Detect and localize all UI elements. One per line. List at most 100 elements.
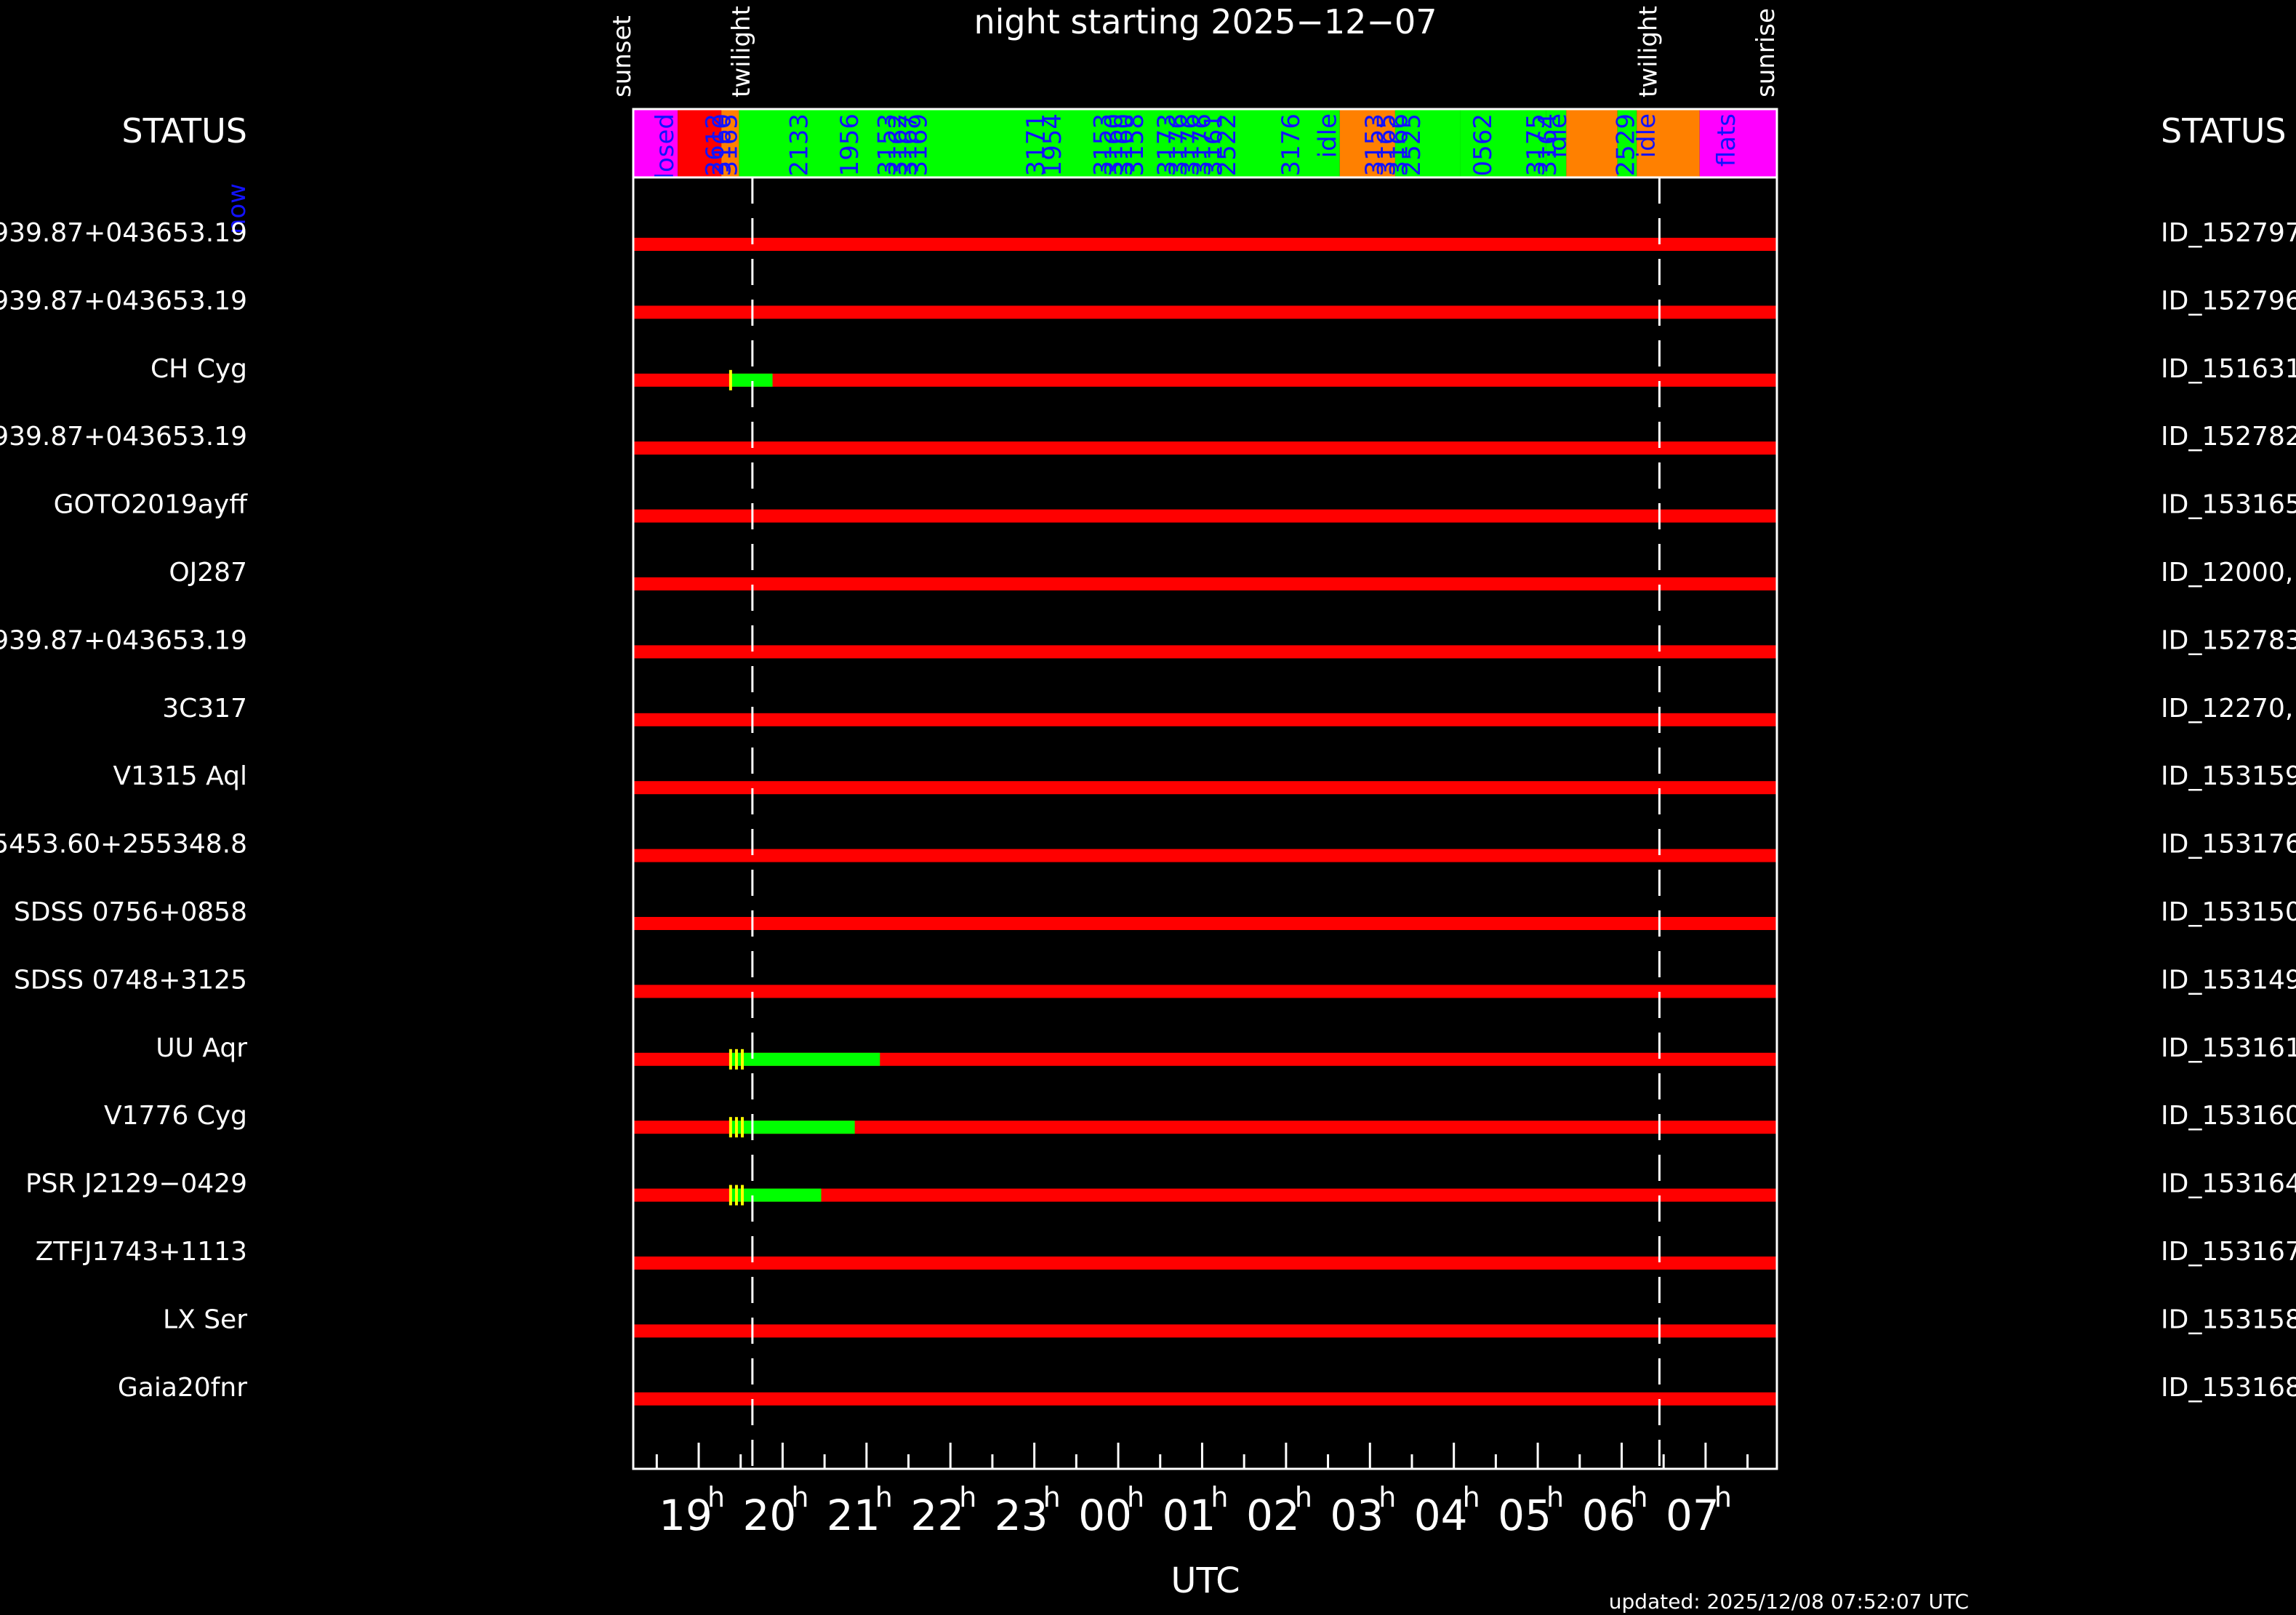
status-segment-idle xyxy=(721,109,739,177)
status-text-label: 53176 xyxy=(1164,113,1193,192)
status-text-label: 11954 xyxy=(1038,113,1067,192)
target-name-label: PSR J2129−0429 xyxy=(25,1169,247,1199)
status-text-label: 53162 xyxy=(884,113,913,192)
status-segment-observing xyxy=(1460,109,1546,177)
status-text-label: idle xyxy=(1314,113,1343,158)
status-text-label: 60562 xyxy=(1469,113,1498,192)
x-tick-label: 19 xyxy=(659,1491,713,1540)
status-text-label: 53165 xyxy=(715,113,744,192)
unobserved-window-bar xyxy=(633,1324,1777,1338)
target-name-label: OJ287 xyxy=(169,558,247,588)
target-name-label: V1315 Aql xyxy=(113,761,247,791)
status-text-label: 53176 xyxy=(1176,113,1205,192)
status-text-label: 53158 xyxy=(1120,113,1149,192)
exposure-marker xyxy=(734,1185,738,1206)
status-text-label: 52612 xyxy=(701,113,730,192)
now-label: now xyxy=(222,183,252,234)
status-text-label: flats xyxy=(1712,113,1741,167)
target-name-label: V1776 Cyg xyxy=(104,1101,247,1131)
x-tick-label: 06 xyxy=(1582,1491,1636,1540)
status-segment-observing xyxy=(1546,109,1567,177)
target-name-label: J073939.87+043653.19 xyxy=(0,422,247,452)
unobserved-window-bar xyxy=(633,509,1777,523)
exposure-marker xyxy=(728,1117,732,1138)
x-tick-superscript: h xyxy=(1630,1481,1647,1513)
status-text-label: 53176 xyxy=(1187,113,1216,192)
status-segment-idle xyxy=(1566,109,1618,177)
target-id-label: ID_153176 xyxy=(2161,830,2296,859)
status-text-label: idle xyxy=(1544,113,1573,158)
target-id-label: ID_153149 xyxy=(2161,965,2296,995)
unobserved-window-bar xyxy=(633,238,1777,251)
target-id-label: ID_153158 xyxy=(2161,1305,2296,1334)
x-tick-label: 00 xyxy=(1078,1491,1132,1540)
observed-interval-bar xyxy=(729,1121,855,1134)
target-id-label: ID_153160 xyxy=(2161,1101,2296,1131)
unobserved-window-bar xyxy=(633,849,1777,862)
x-axis: 19h 20h 21h 22h 23h 00h 01h 02h 03h 04h 05h 06h 07h xyxy=(655,1443,1749,1540)
x-tick-label: 01 xyxy=(1163,1491,1216,1540)
status-text-label: 52525 xyxy=(1397,113,1426,192)
target-rows: J073939.87+043653.19 ID_152797 J073939.87+… xyxy=(0,218,2296,1406)
unobserved-window-bar xyxy=(633,441,1777,455)
telescope-status-strip xyxy=(633,109,1777,177)
observed-interval-bar xyxy=(729,373,773,387)
target-id-label: ID_153168 xyxy=(2161,1373,2296,1403)
target-id-label: ID_152796 xyxy=(2161,286,2296,316)
status-segment-idle xyxy=(1339,109,1395,177)
status-segment-observing xyxy=(1617,109,1637,177)
exposure-marker xyxy=(728,1185,732,1206)
status-text-label: 52522 xyxy=(1213,113,1242,192)
observed-interval-bar xyxy=(729,1052,880,1066)
updated-timestamp: updated: 2025/12/08 07:52:07 UTC xyxy=(1609,1590,1969,1614)
target-id-label: ID_12270, xyxy=(2161,694,2293,724)
status-text-label: flats xyxy=(604,113,633,167)
exposure-marker xyxy=(741,1185,744,1206)
x-tick-superscript: h xyxy=(1463,1481,1480,1513)
x-tick-superscript: h xyxy=(1295,1481,1312,1513)
target-name-label: J073939.87+043653.19 xyxy=(0,625,247,655)
status-text-label: 53165 xyxy=(1372,113,1401,192)
x-tick-superscript: h xyxy=(875,1481,893,1513)
x-tick-label: 02 xyxy=(1246,1491,1300,1540)
target-id-label: ID_153165 xyxy=(2161,490,2296,520)
morning-twilight-label: twilight xyxy=(1634,6,1663,97)
unobserved-window-bar xyxy=(633,985,1777,998)
target-name-label: SDSS 0756+0858 xyxy=(14,897,247,927)
x-tick-label: 05 xyxy=(1498,1491,1552,1540)
unobserved-window-bar xyxy=(633,305,1777,319)
exposure-marker xyxy=(728,369,732,390)
status-label-right: STATUS xyxy=(2161,111,2287,151)
status-text-label: 53169 xyxy=(904,113,933,192)
x-tick-superscript: h xyxy=(1546,1481,1564,1513)
status-text-label: 53164 xyxy=(1533,113,1562,192)
target-id-label: ID_153161 xyxy=(2161,1033,2296,1063)
evening-twilight-label: twilight xyxy=(727,6,756,97)
target-name-label: GOTO2019ayff xyxy=(54,490,249,520)
unobserved-window-bar xyxy=(633,1052,1777,1066)
target-id-label: ID_153159 xyxy=(2161,761,2296,791)
exposure-marker xyxy=(741,1049,744,1070)
target-name-label: ZTFJ1743+1113 xyxy=(36,1237,247,1267)
status-text-label: idle xyxy=(1632,113,1661,158)
status-text-label: 53175 xyxy=(1522,113,1551,192)
target-name-label: J073939.87+043653.19 xyxy=(0,218,247,248)
status-segment-observing xyxy=(739,109,1340,177)
status-text-label: closed xyxy=(651,113,680,193)
status-text-label: 53153 xyxy=(1360,113,1389,192)
target-name-label: J075453.60+255348.8 xyxy=(0,830,247,859)
status-text-label: 53153 xyxy=(1088,113,1117,192)
status-text-label: 53160 xyxy=(1109,113,1139,192)
sunrise-label: sunrise xyxy=(1751,8,1781,97)
status-segment-closed xyxy=(678,109,722,177)
status-segment-observing xyxy=(1394,109,1461,177)
target-id-label: ID_153164 xyxy=(2161,1169,2296,1199)
target-id-label: ID_152782 xyxy=(2161,422,2296,452)
unobserved-window-bar xyxy=(633,577,1777,590)
status-text-label: 12133 xyxy=(785,113,814,192)
status-segment-idle xyxy=(1637,109,1700,177)
x-tick-superscript: h xyxy=(959,1481,976,1513)
status-text-label: 53176 xyxy=(1277,113,1306,192)
